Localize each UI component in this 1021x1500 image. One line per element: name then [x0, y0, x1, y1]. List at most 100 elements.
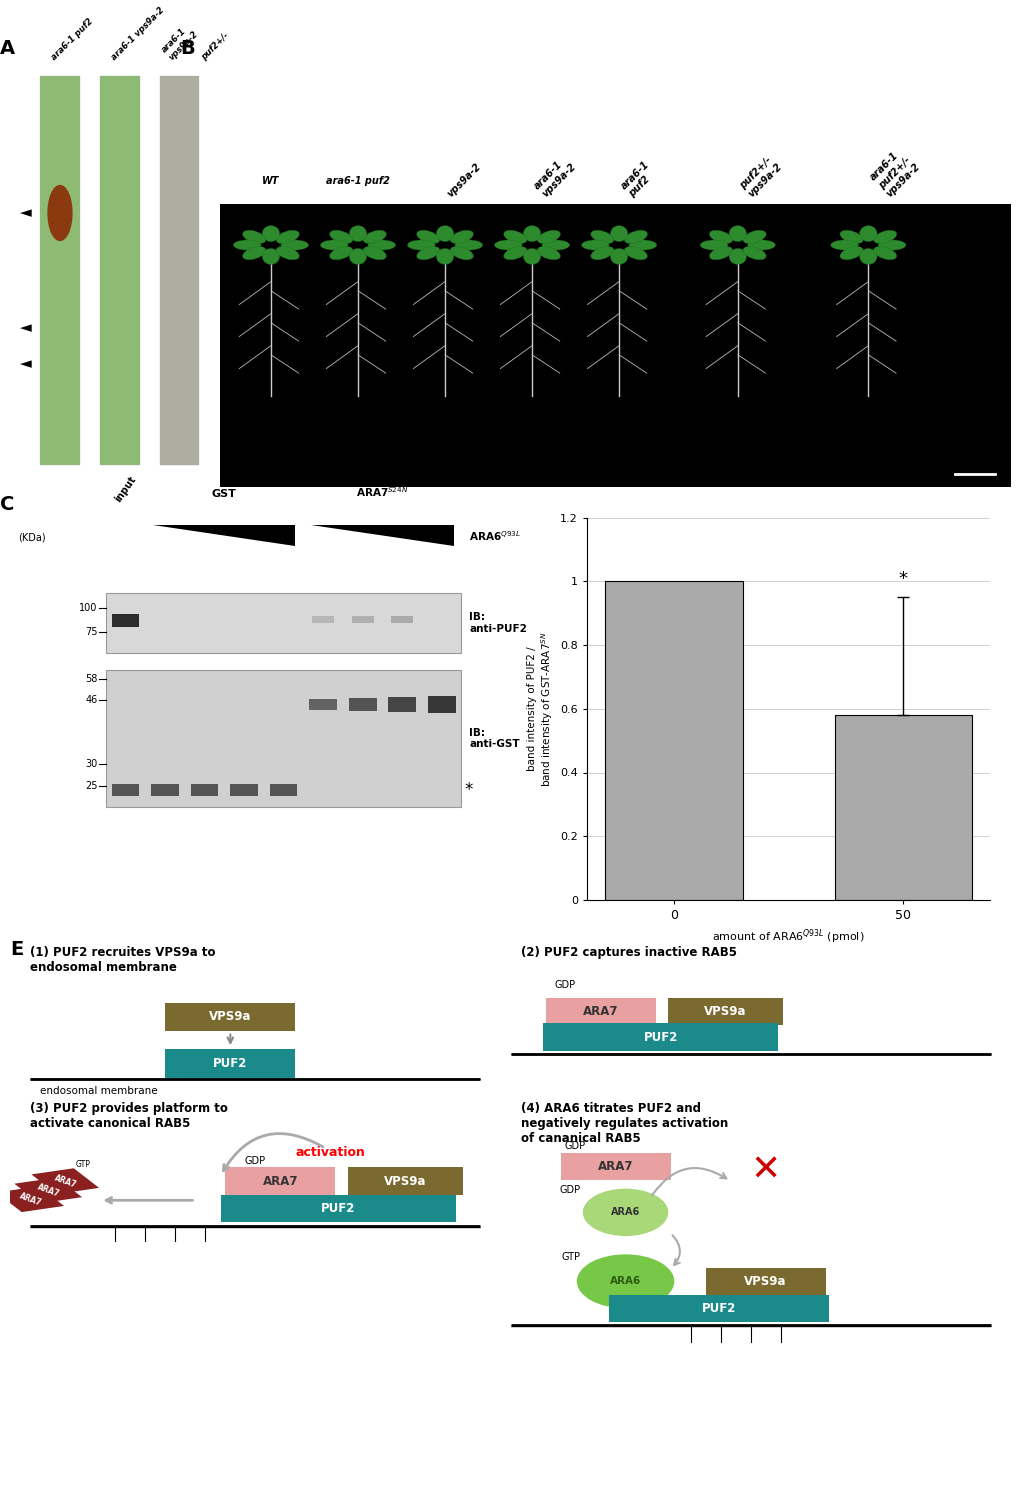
Polygon shape	[311, 525, 453, 546]
Text: 100: 100	[80, 603, 98, 613]
Text: (4) ARA6 titrates PUF2 and
negatively regulates activation
of cananical RAB5: (4) ARA6 titrates PUF2 and negatively re…	[521, 1101, 728, 1144]
Bar	[270, 784, 297, 796]
Text: D: D	[537, 470, 552, 489]
Ellipse shape	[611, 249, 628, 264]
Text: VPS9a: VPS9a	[384, 1174, 427, 1188]
Text: A: A	[0, 39, 15, 58]
Text: 58: 58	[86, 674, 98, 684]
Text: 75: 75	[86, 627, 98, 638]
Ellipse shape	[710, 246, 733, 259]
Bar	[428, 696, 455, 712]
Text: activation: activation	[295, 1146, 366, 1158]
Text: 25: 25	[86, 780, 98, 790]
Text: VPS9a: VPS9a	[744, 1275, 787, 1288]
Text: ara6-1
puf2+/-
vps9a-2: ara6-1 puf2+/- vps9a-2	[868, 146, 922, 200]
Ellipse shape	[542, 240, 570, 250]
Bar	[165, 1048, 295, 1077]
Ellipse shape	[840, 231, 863, 243]
Text: vps9a-2: vps9a-2	[445, 162, 483, 200]
Text: ARA6: ARA6	[610, 1276, 641, 1287]
Ellipse shape	[831, 240, 859, 250]
Bar	[151, 784, 179, 796]
Text: PUF2: PUF2	[213, 1058, 247, 1070]
Text: GST-
ARA7$^{S24N}$: GST- ARA7$^{S24N}$	[356, 472, 408, 500]
Text: input: input	[113, 474, 138, 504]
Text: GTP: GTP	[59, 1170, 74, 1179]
Text: ARA7: ARA7	[598, 1160, 633, 1173]
Text: IB:
anti-PUF2: IB: anti-PUF2	[470, 612, 527, 634]
Bar	[545, 998, 655, 1024]
Ellipse shape	[878, 240, 906, 250]
Text: PUF2: PUF2	[643, 1030, 678, 1044]
Ellipse shape	[840, 246, 863, 259]
Text: ARA6$^{Q93L}$: ARA6$^{Q93L}$	[470, 528, 521, 543]
Bar	[706, 1268, 826, 1294]
Text: ARA7: ARA7	[36, 1182, 60, 1198]
Text: GTP: GTP	[76, 1160, 91, 1168]
Ellipse shape	[494, 240, 522, 250]
Text: PUF2: PUF2	[701, 1302, 736, 1316]
Ellipse shape	[503, 246, 527, 259]
Text: ara6-1 vps9a-2: ara6-1 vps9a-2	[110, 6, 166, 62]
Text: *: *	[465, 782, 473, 800]
Ellipse shape	[729, 249, 746, 264]
Bar	[605, 582, 743, 900]
Bar	[191, 784, 218, 796]
Ellipse shape	[276, 246, 299, 259]
Text: ✕: ✕	[750, 1154, 781, 1186]
Ellipse shape	[281, 240, 308, 250]
Ellipse shape	[611, 225, 628, 242]
Text: puf2+/-
vps9a-2: puf2+/- vps9a-2	[738, 153, 784, 200]
Ellipse shape	[729, 225, 746, 242]
Bar	[834, 716, 972, 900]
Text: ara6-1
puf2: ara6-1 puf2	[619, 159, 660, 200]
Text: 30: 30	[86, 759, 98, 770]
Text: VPS9a: VPS9a	[704, 1005, 747, 1019]
Ellipse shape	[330, 231, 353, 243]
Text: (3) PUF2 provides platform to
activate canonical RAB5: (3) PUF2 provides platform to activate c…	[31, 1101, 228, 1130]
Ellipse shape	[710, 231, 733, 243]
Text: GTP: GTP	[561, 1251, 580, 1262]
Text: ◄: ◄	[20, 357, 32, 372]
Text: WT: WT	[262, 176, 280, 186]
Text: ◄: ◄	[20, 320, 32, 334]
Polygon shape	[14, 1178, 82, 1203]
Bar	[312, 615, 334, 624]
Bar	[220, 204, 1011, 488]
Ellipse shape	[363, 231, 386, 243]
Text: GDP: GDP	[565, 1142, 586, 1150]
Ellipse shape	[700, 240, 728, 250]
Ellipse shape	[537, 231, 561, 243]
Ellipse shape	[407, 240, 435, 250]
Text: ARA7: ARA7	[583, 1005, 619, 1019]
Text: GDP: GDP	[245, 1156, 265, 1167]
Bar	[100, 75, 140, 465]
Text: GST: GST	[212, 489, 237, 500]
Bar	[226, 1167, 335, 1196]
Ellipse shape	[524, 249, 541, 264]
Bar	[391, 615, 414, 624]
Text: ara6-1 puf2: ara6-1 puf2	[326, 176, 390, 186]
Text: *: *	[898, 570, 908, 588]
Ellipse shape	[874, 231, 896, 243]
Text: ARA6: ARA6	[611, 1208, 640, 1218]
Ellipse shape	[860, 249, 877, 264]
Y-axis label: band intensity of PUF2 /
band intensity of GST-ARA7$^{SN}$: band intensity of PUF2 / band intensity …	[527, 632, 554, 786]
Text: IB:
anti-GST: IB: anti-GST	[470, 728, 520, 750]
Bar	[388, 698, 416, 712]
Text: ◄: ◄	[20, 206, 32, 220]
Ellipse shape	[624, 231, 647, 243]
Circle shape	[578, 1256, 674, 1308]
Text: E: E	[10, 940, 23, 958]
Bar	[106, 594, 461, 652]
Text: ara6-1
vps9a-2: ara6-1 vps9a-2	[532, 153, 578, 200]
Text: B: B	[180, 39, 195, 58]
Ellipse shape	[436, 225, 453, 242]
Bar	[543, 1023, 778, 1052]
Ellipse shape	[629, 240, 657, 250]
Text: ara6-1 puf2: ara6-1 puf2	[50, 16, 95, 62]
Text: (KDa): (KDa)	[18, 532, 46, 543]
Ellipse shape	[874, 246, 896, 259]
Text: ARA7: ARA7	[262, 1174, 298, 1188]
Ellipse shape	[262, 249, 280, 264]
